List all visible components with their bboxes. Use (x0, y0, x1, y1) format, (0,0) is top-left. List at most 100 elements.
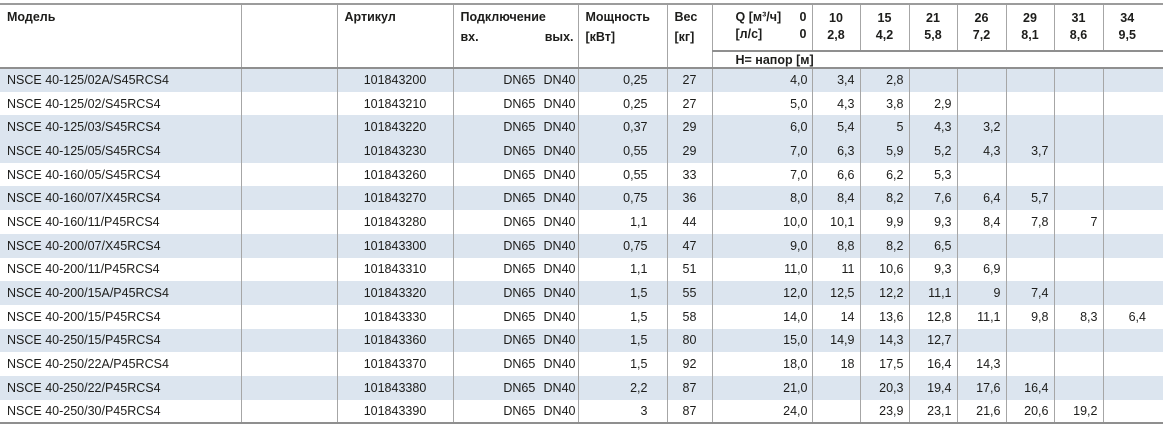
power-cell: 2,2 (578, 375, 668, 400)
spacer-cell (241, 257, 338, 282)
head-q0-cell: 18,0 (712, 352, 813, 376)
inlet-value: DN65 (503, 262, 536, 277)
weight-cell: 80 (667, 328, 713, 353)
head-value-cell (812, 375, 861, 400)
head-value-cell: 16,4 (909, 352, 958, 376)
head-value-cell: 7 (1054, 210, 1104, 234)
head-value-cell: 17,6 (957, 375, 1007, 400)
col-header-connection: Подключение вх. вых. (453, 4, 579, 69)
head-value-cell: 6,2 (860, 162, 910, 187)
power-cell: 0,25 (578, 91, 668, 116)
weight-cell: 44 (667, 210, 713, 234)
connection-values: DN65 DN40 (454, 381, 578, 395)
head-value-cell (1006, 257, 1055, 282)
head-value-cell (1054, 257, 1104, 282)
connection-values: DN65 DN40 (454, 73, 578, 87)
outlet-value: DN40 (543, 120, 576, 135)
outlet-value: DN40 (543, 309, 576, 324)
col-header-model: Модель (0, 4, 242, 69)
outlet-value: DN40 (543, 286, 576, 301)
model-cell: NSCE 40-160/11/P45RCS4 (0, 210, 242, 234)
spacer-cell (241, 210, 338, 234)
head-value-cell: 10,6 (860, 257, 910, 282)
weight-cell: 92 (667, 352, 713, 376)
power-cell: 1,5 (578, 328, 668, 353)
header-row-head: H= напор [м] (0, 51, 1163, 69)
head-value-cell (1103, 163, 1163, 187)
head-value-cell (1054, 68, 1104, 92)
head-value-cell: 8,3 (1054, 304, 1104, 329)
head-value-cell: 7,8 (1006, 210, 1055, 234)
head-value-cell: 8,4 (957, 210, 1007, 234)
connection-cell: DN65 DN40 (453, 68, 579, 92)
head-value-cell: 10,1 (812, 210, 861, 234)
head-value-cell (1103, 400, 1163, 424)
col-header-flow-7: 34 9,5 (1103, 4, 1163, 52)
flow-m3h-value: 10 (829, 11, 843, 25)
col-header-article: Артикул (337, 4, 454, 69)
head-value-cell: 4,3 (957, 139, 1007, 163)
head-value-cell: 8,2 (860, 233, 910, 258)
spacer-cell (241, 68, 338, 92)
model-cell: NSCE 40-250/22/P45RCS4 (0, 375, 242, 400)
head-q0-cell: 11,0 (712, 257, 813, 282)
outlet-value: DN40 (543, 214, 576, 229)
power-label: Мощность (585, 10, 650, 24)
head-value-cell: 9,9 (860, 210, 910, 234)
head-value-cell (1054, 162, 1104, 187)
head-value-cell: 6,3 (812, 139, 861, 163)
table-row: NSCE 40-250/22/P45RCS4 101843380 DN65 DN40 2… (0, 375, 1163, 400)
flow-ls-value: 4,2 (875, 28, 894, 42)
head-value-cell: 5,4 (812, 115, 861, 140)
head-q0-cell: 7,0 (712, 162, 813, 187)
head-value-cell: 12,7 (909, 328, 958, 353)
inlet-value: DN65 (503, 309, 536, 324)
model-cell: NSCE 40-250/30/P45RCS4 (0, 399, 242, 424)
head-value-cell: 12,2 (860, 281, 910, 305)
head-band-label: H= напор [м] (712, 51, 1163, 69)
connection-values: DN65 DN40 (454, 239, 578, 253)
table-row: NSCE 40-200/07/X45RCS4 101843300 DN65 DN40 0… (0, 233, 1163, 258)
flow-m3h-value: 29 (1023, 11, 1037, 25)
head-value-cell (1103, 234, 1163, 258)
col-header-spacer (241, 4, 338, 69)
inlet-value: DN65 (503, 214, 536, 229)
power-cell: 0,75 (578, 233, 668, 258)
head-value-cell: 3,7 (1006, 139, 1055, 163)
head-value-cell (1103, 281, 1163, 305)
power-cell: 0,75 (578, 186, 668, 211)
connection-values: DN65 DN40 (454, 144, 578, 158)
table-row: NSCE 40-250/15/P45RCS4 101843360 DN65 DN40 1… (0, 328, 1163, 353)
head-value-cell (1006, 68, 1055, 92)
connection-cell: DN65 DN40 (453, 281, 579, 305)
flow-ls-value: 2,8 (827, 28, 845, 42)
head-value-cell (1103, 329, 1163, 353)
model-cell: NSCE 40-250/15/P45RCS4 (0, 328, 242, 353)
head-value-cell (1103, 92, 1163, 116)
table-header: Модель Артикул Подключение вх. вых. Мощн… (0, 4, 1163, 69)
power-cell: 0,25 (578, 68, 668, 92)
head-value-cell: 5,3 (909, 162, 958, 187)
article-cell: 101843370 (337, 352, 454, 376)
inlet-value: DN65 (503, 120, 536, 135)
model-cell: NSCE 40-125/02A/S45RCS4 (0, 68, 242, 92)
weight-cell: 51 (667, 257, 713, 282)
inlet-value: DN65 (503, 403, 536, 418)
connection-cell: DN65 DN40 (453, 352, 579, 376)
head-value-cell (1054, 375, 1104, 400)
head-value-cell: 2,9 (909, 91, 958, 116)
table-row: NSCE 40-160/11/P45RCS4 101843280 DN65 DN40 1… (0, 210, 1163, 234)
head-value-cell: 19,2 (1054, 399, 1104, 424)
inlet-value: DN65 (503, 380, 536, 395)
article-cell: 101843270 (337, 186, 454, 211)
head-value-cell (1054, 139, 1104, 163)
col-header-flow-3: 21 5,8 (909, 4, 958, 52)
head-value-cell (1006, 352, 1055, 376)
head-value-cell: 19,4 (909, 375, 958, 400)
head-value-cell (1006, 91, 1055, 116)
table-row: NSCE 40-250/22A/P45RCS4 101843370 DN65 DN40… (0, 352, 1163, 376)
inlet-value: DN65 (503, 238, 536, 253)
outlet-value: DN40 (543, 238, 576, 253)
head-value-cell (1103, 186, 1163, 210)
head-value-cell (1103, 376, 1163, 400)
